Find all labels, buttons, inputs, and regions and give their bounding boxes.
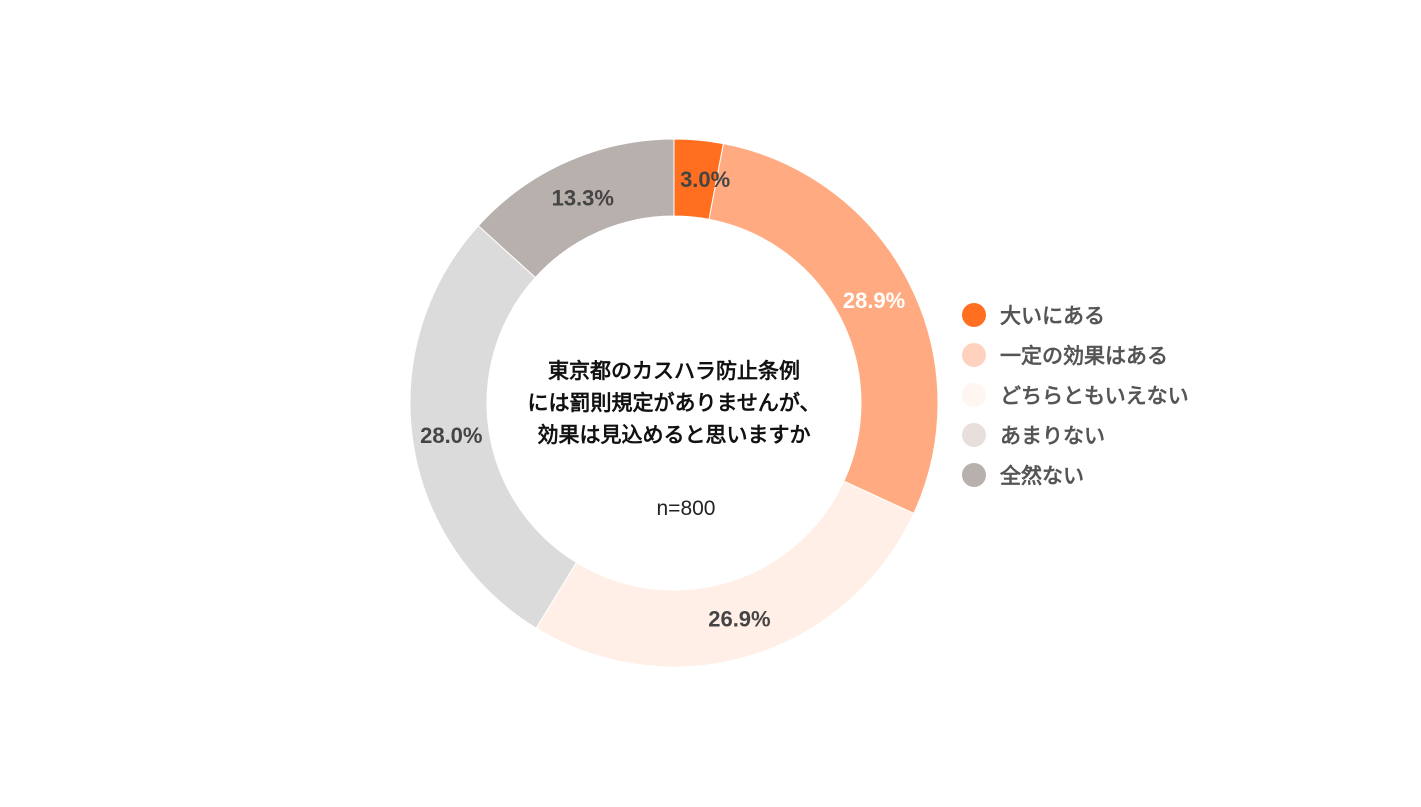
legend: 大いにある一定の効果はある どちらともいえない あまりない全然ない xyxy=(962,295,1189,495)
center-title-line-2: には罰則規定がありませんが、 xyxy=(528,391,821,415)
slice-1 xyxy=(708,143,939,515)
legend-label-4: 全然ない xyxy=(1000,464,1084,488)
legend-swatch-1 xyxy=(962,343,986,367)
legend-label-1: 一定の効果はある xyxy=(1000,344,1168,368)
legend-item-2: どちらともいえない xyxy=(962,375,1189,415)
legend-item-1: 一定の効果はある xyxy=(962,335,1189,375)
slice-label-3: 28.0% xyxy=(420,423,482,448)
slice-labels: 3.0% 28.9% 26.9% 28.0% 13.3% xyxy=(420,167,905,631)
center-title-line-3: 効果は見込めると思いますか xyxy=(538,423,811,447)
slice-2 xyxy=(535,480,915,668)
center-title-line-1: 東京都のカスハラ防止条例 xyxy=(548,359,800,383)
legend-swatch-3 xyxy=(962,423,986,447)
slice-label-2: 26.9% xyxy=(708,606,770,631)
slice-label-4: 13.3% xyxy=(552,185,614,210)
legend-label-3: あまりない xyxy=(1000,424,1105,448)
sample-size-label: n=800 xyxy=(657,497,716,520)
slice-label-0: 3.0% xyxy=(680,167,730,192)
slice-4 xyxy=(477,138,675,279)
legend-swatch-2 xyxy=(962,383,986,407)
slice-3 xyxy=(409,225,578,629)
legend-swatch-0 xyxy=(962,303,986,327)
legend-item-0: 大いにある xyxy=(962,295,1189,335)
slice-label-1: 28.9% xyxy=(843,288,905,313)
legend-label-0: 大いにある xyxy=(1000,304,1105,328)
legend-item-3: あまりない xyxy=(962,415,1189,455)
legend-swatch-4 xyxy=(962,463,986,487)
legend-item-4: 全然ない xyxy=(962,455,1189,495)
donut-slices xyxy=(409,138,939,668)
legend-label-2: どちらともいえない xyxy=(1000,384,1189,408)
